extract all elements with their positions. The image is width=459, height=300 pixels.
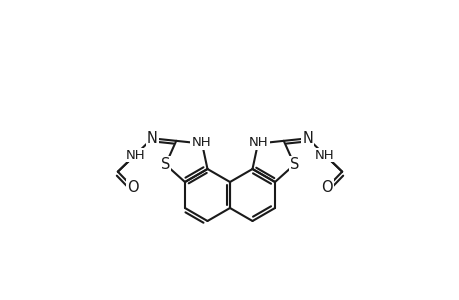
Text: O: O [321, 180, 332, 195]
Text: NH: NH [249, 136, 268, 149]
Text: S: S [161, 157, 170, 172]
Text: N: N [146, 131, 157, 146]
Text: N: N [302, 131, 313, 146]
Text: NH: NH [314, 148, 334, 161]
Text: O: O [127, 180, 138, 195]
Text: S: S [289, 157, 298, 172]
Text: NH: NH [125, 148, 145, 161]
Text: NH: NH [191, 136, 210, 149]
